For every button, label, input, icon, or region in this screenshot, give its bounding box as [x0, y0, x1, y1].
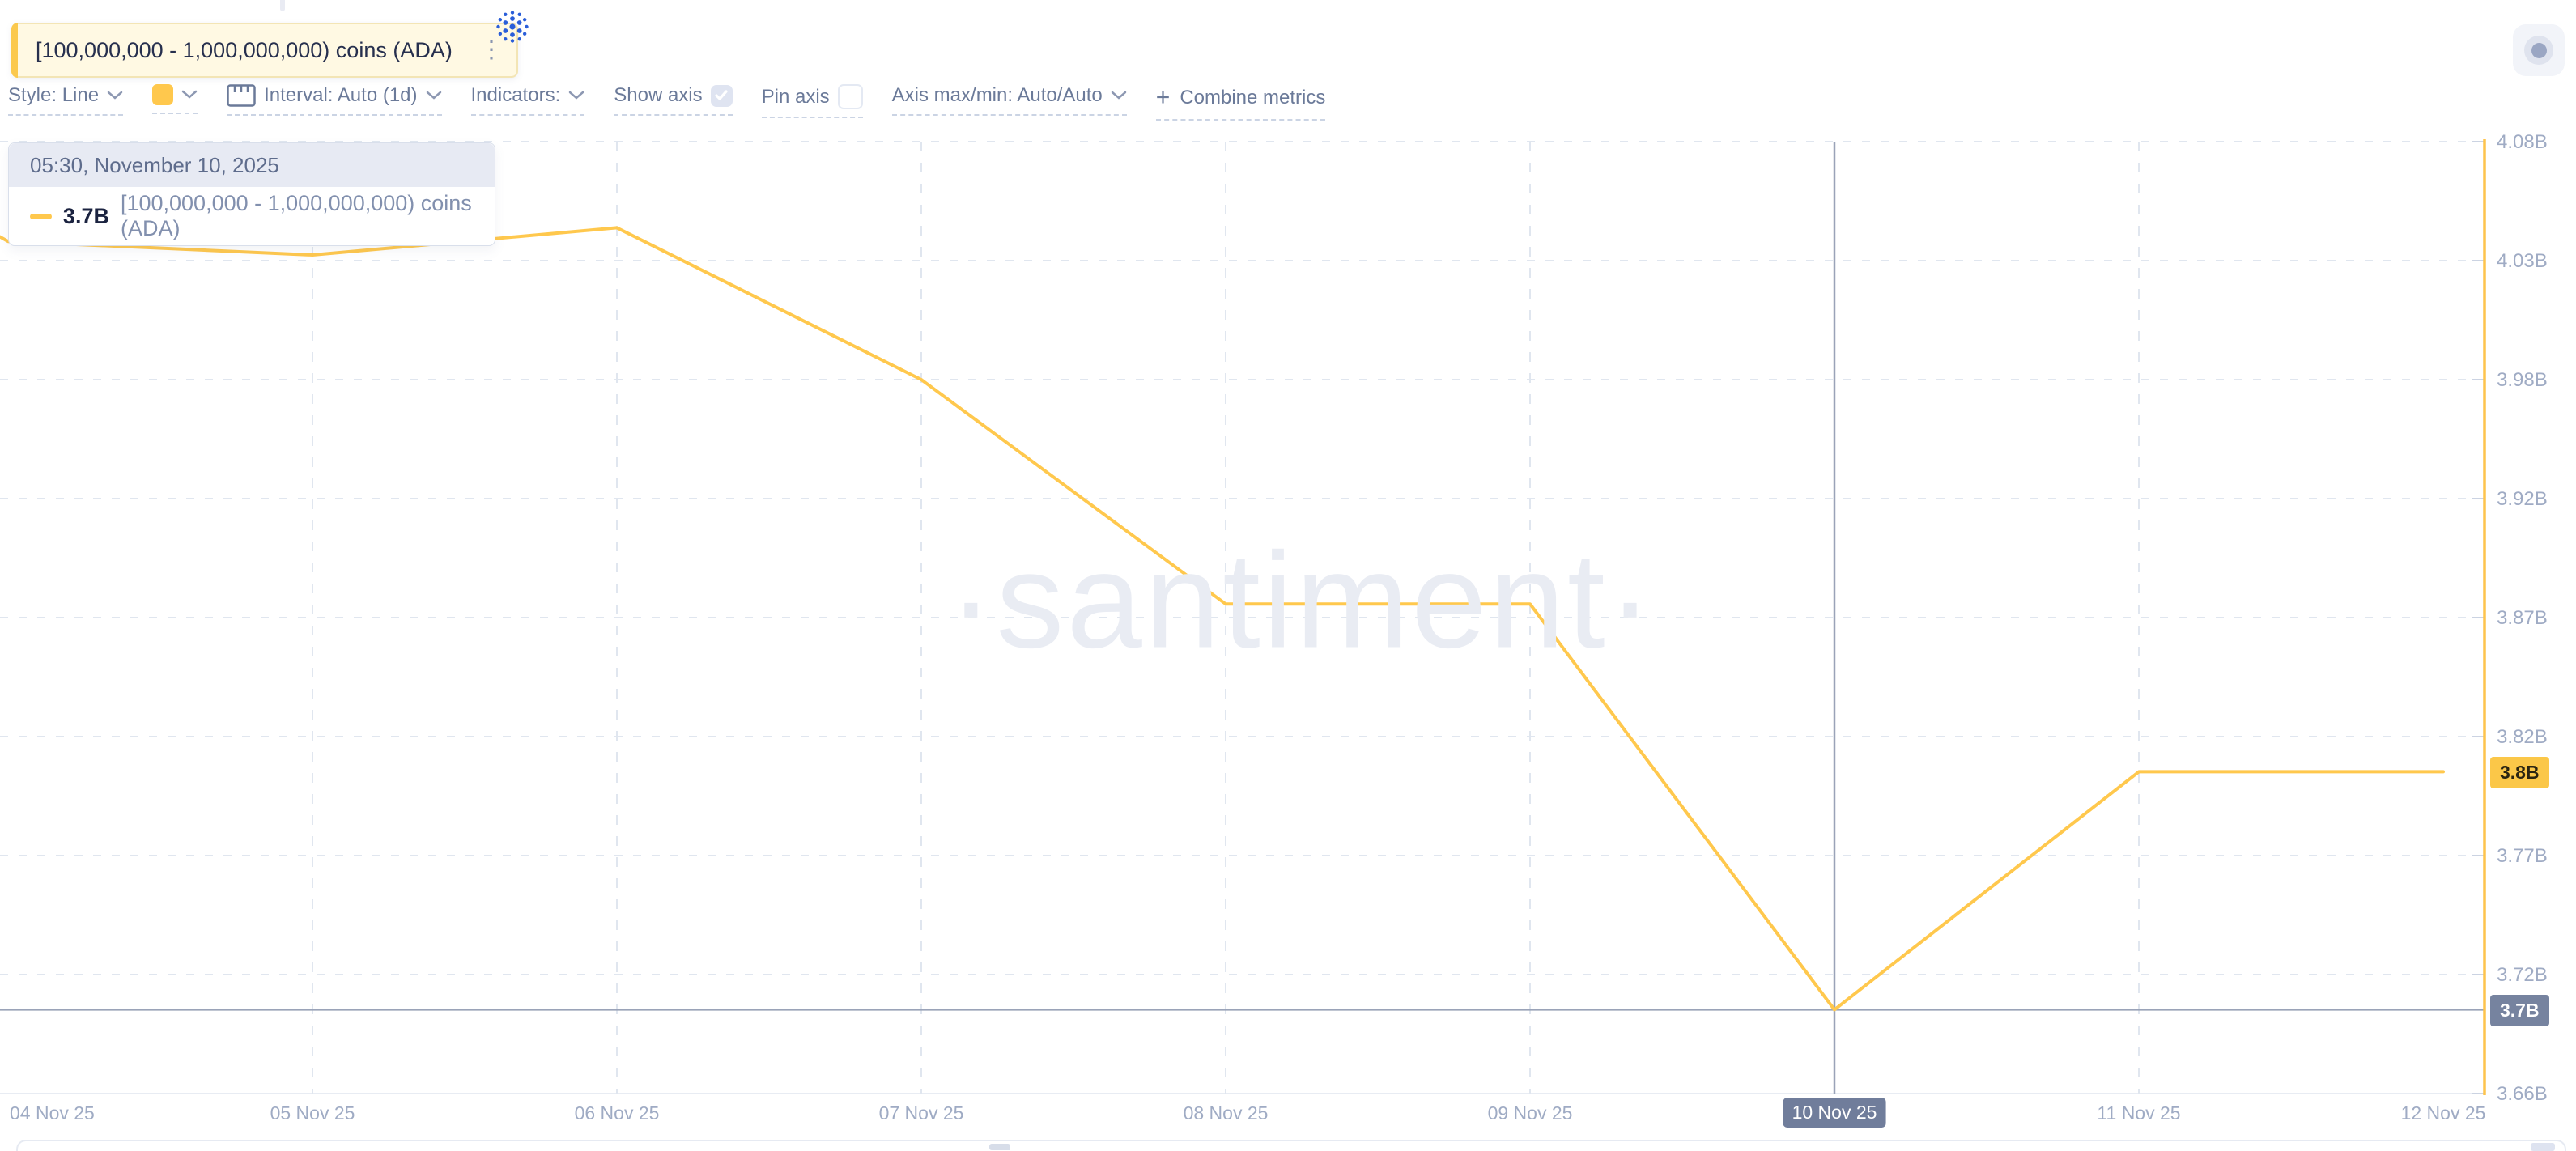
crosshair-value-badge: 3.7B — [2490, 995, 2549, 1027]
cardano-logo-dot — [516, 20, 522, 25]
record-button[interactable] — [2513, 24, 2565, 76]
x-axis-tick-label: 09 Nov 25 — [1487, 1102, 1573, 1123]
y-axis-tick-label: 3.92B — [2497, 488, 2548, 510]
cardano-logo-dot — [516, 28, 522, 33]
record-icon-dot — [2531, 42, 2547, 58]
chevron-down-icon — [1111, 91, 1127, 100]
santiment-watermark: ·santiment· — [948, 524, 1656, 677]
y-axis-tick-label: 3.66B — [2497, 1083, 2548, 1105]
x-axis-tick-label: 07 Nov 25 — [878, 1102, 964, 1123]
x-axis-tick-label: 06 Nov 25 — [574, 1102, 660, 1123]
cardano-logo-dot — [510, 16, 515, 21]
chart-tooltip: 05:30, November 10, 2025 3.7B [100,000,0… — [8, 142, 495, 246]
cardano-logo-dot — [522, 18, 527, 22]
pin-axis-label: Pin axis — [761, 85, 830, 108]
pin-axis-toggle[interactable]: Pin axis — [761, 84, 863, 118]
combine-metrics-label: Combine metrics — [1180, 87, 1326, 108]
interval-label: Interval: Auto (1d) — [264, 84, 418, 106]
show-axis-toggle[interactable]: Show axis — [614, 84, 733, 116]
cardano-logo-dot — [504, 36, 508, 41]
style-dropdown[interactable]: Style: Line — [8, 84, 124, 116]
axis-maxmin-label: Axis max/min: Auto/Auto — [891, 84, 1103, 106]
chevron-down-icon — [426, 91, 441, 100]
x-axis-tick-label: 05 Nov 25 — [270, 1102, 355, 1123]
indicators-label: Indicators: — [470, 84, 561, 106]
cardano-logo-dot — [517, 12, 521, 17]
combine-metrics-button[interactable]: + Combine metrics — [1155, 84, 1326, 121]
chevron-down-icon — [107, 91, 123, 100]
check-icon — [715, 90, 728, 100]
y-axis-tick-label: 3.77B — [2497, 845, 2548, 867]
cardano-logo-dot — [496, 24, 500, 29]
chart-toolbar: Style: Line Interval: Auto (1d) Indicato… — [8, 84, 1326, 121]
style-label: Style: Line — [8, 84, 100, 106]
preview-scroll-handle[interactable] — [2531, 1143, 2555, 1151]
interval-dropdown[interactable]: Interval: Auto (1d) — [227, 84, 442, 116]
y-axis-tick-label: 3.98B — [2497, 369, 2548, 391]
metric-line — [0, 226, 2445, 1012]
y-axis-tick-label: 3.82B — [2497, 726, 2548, 748]
indicators-dropdown[interactable]: Indicators: — [470, 84, 585, 116]
color-dropdown[interactable] — [152, 84, 198, 114]
show-axis-label: Show axis — [614, 84, 703, 106]
top-divider-notch — [280, 0, 285, 11]
cardano-logo-dot — [498, 32, 503, 36]
cardano-logo-dot — [517, 36, 521, 41]
x-axis-tick-label: 11 Nov 25 — [2097, 1102, 2181, 1123]
axis-maxmin-dropdown[interactable]: Axis max/min: Auto/Auto — [891, 84, 1127, 116]
cardano-logo-dot — [498, 18, 503, 22]
ruler-icon — [227, 84, 256, 107]
metric-color-swatch — [152, 84, 174, 105]
cardano-logo-icon — [496, 11, 529, 43]
record-icon — [2524, 36, 2553, 65]
cardano-logo-dot — [522, 32, 527, 36]
kebab-menu-icon[interactable]: ⋮ — [479, 36, 504, 63]
show-axis-checkbox[interactable] — [710, 84, 733, 107]
metric-label: [100,000,000 - 1,000,000,000) coins (ADA… — [36, 37, 453, 62]
metric-pill[interactable]: [100,000,000 - 1,000,000,000) coins (ADA… — [11, 23, 518, 78]
preview-flag-icon — [989, 1144, 1010, 1150]
x-axis-tick-label: 08 Nov 25 — [1183, 1102, 1269, 1123]
cardano-logo-dot — [509, 23, 516, 30]
y-axis-tick-label: 4.03B — [2497, 250, 2548, 272]
y-axis-tick-label: 3.87B — [2497, 607, 2548, 629]
x-axis-tick-label: 10 Nov 25 — [1783, 1098, 1886, 1128]
plus-icon: + — [1155, 84, 1171, 111]
tooltip-header: 05:30, November 10, 2025 — [9, 143, 495, 187]
y-axis-tick-label: 4.08B — [2497, 131, 2548, 153]
cardano-logo-dot — [503, 28, 508, 33]
last-value-badge: 3.8B — [2490, 757, 2549, 789]
cardano-logo-dot — [503, 20, 508, 25]
timeline-preview-panel[interactable] — [16, 1140, 2566, 1151]
chevron-down-icon — [568, 91, 584, 100]
pin-axis-checkbox[interactable] — [837, 84, 863, 109]
cardano-logo-dot — [510, 39, 515, 43]
cardano-logo-dot — [510, 11, 515, 15]
chevron-down-icon — [181, 90, 198, 99]
y-axis-tick-label: 3.72B — [2497, 964, 2548, 986]
metric-accent-bar — [11, 23, 18, 78]
cardano-logo-dot — [510, 32, 515, 37]
cardano-logo-dot — [504, 12, 508, 17]
tooltip-row: 3.7B [100,000,000 - 1,000,000,000) coins… — [9, 187, 495, 245]
x-axis-tick-label: 12 Nov 25 — [2400, 1102, 2486, 1123]
cardano-logo-dot — [525, 24, 529, 29]
series-marker — [30, 213, 52, 219]
tooltip-metric-label: [100,000,000 - 1,000,000,000) coins (ADA… — [120, 191, 472, 240]
tooltip-value: 3.7B — [62, 203, 109, 228]
x-axis-tick-label: 04 Nov 25 — [10, 1102, 95, 1123]
